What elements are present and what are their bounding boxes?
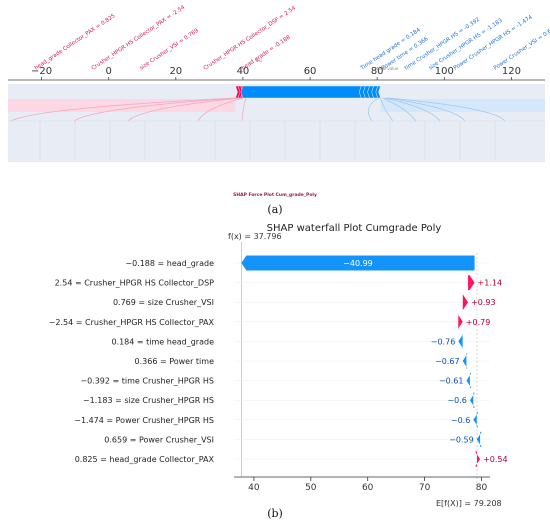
waterfall-value-label: −0.76 — [431, 337, 456, 346]
force-output-label: f(x) — [256, 58, 263, 63]
force-negative-segment — [240, 85, 362, 99]
waterfall-plot-panel: SHAP waterfall Plot Cumgrade Poly f(x) = … — [0, 212, 550, 508]
force-plot-panel: −20 0 20 40 60 80 100 120 head_grade Collector_P… — [0, 0, 550, 200]
waterfall-feature-label: 0.825 = head_grade Collector_PAX — [75, 455, 215, 464]
force-positive-connector — [197, 97, 244, 122]
waterfall-negative-bar — [458, 333, 464, 349]
force-tick-label: 40 — [237, 66, 250, 77]
force-plot-title: SHAP Force Plot Cum_grade_Poly — [233, 192, 317, 198]
waterfall-feature-label: 0.769 = size Crusher_VSI — [113, 298, 214, 307]
force-negative-connector — [384, 97, 441, 122]
waterfall-feature-label: 0.366 = Power time — [135, 357, 215, 366]
waterfall-tick-label: 70 — [419, 483, 431, 493]
waterfall-negative-bar — [476, 431, 482, 447]
force-tick-label: −20 — [31, 66, 52, 77]
waterfall-negative-bar — [469, 392, 475, 408]
waterfall-positive-bar — [468, 275, 475, 291]
waterfall-value-label: −0.6 — [451, 416, 470, 425]
caption-b: (b) — [267, 507, 283, 520]
force-base-value-label: base value — [377, 66, 399, 71]
waterfall-feature-label: −1.474 = Power Crusher_HPGR HS — [74, 416, 214, 425]
waterfall-negative-bar — [462, 353, 468, 369]
force-tick-label: 120 — [502, 66, 521, 77]
waterfall-fx-label: f(x) = 37.796 — [228, 232, 282, 241]
force-positive-connector — [10, 97, 236, 122]
force-positive-spread — [8, 99, 236, 112]
waterfall-value-label: +0.93 — [471, 298, 496, 307]
waterfall-positive-bar — [462, 294, 469, 310]
waterfall-tick-label: 40 — [248, 483, 260, 493]
waterfall-positive-bar — [457, 314, 463, 330]
waterfall-feature-label: −0.188 = head_grade — [125, 259, 214, 268]
waterfall-value-label: +0.54 — [483, 455, 508, 464]
force-tick-label: 100 — [435, 66, 454, 77]
force-positive-connector — [127, 97, 241, 122]
caption-a: (a) — [267, 203, 283, 216]
force-positive-connector — [73, 97, 239, 122]
force-negative-connector — [382, 97, 417, 122]
waterfall-feature-label: −2.54 = Crusher_HPGR HS Collector_PAX — [49, 318, 215, 327]
force-positive-feature-label: Crusher_HPGR HS Collector_PAX = -2.54 — [91, 4, 187, 71]
force-negative-connector — [380, 97, 394, 122]
waterfall-value-label: +1.14 — [478, 279, 503, 288]
waterfall-feature-label: −1.183 = size Crusher_HPGR HS — [83, 396, 214, 405]
waterfall-ex-label: E[f(X)] = 79.208 — [436, 499, 502, 508]
waterfall-value-label: −0.6 — [447, 396, 466, 405]
force-negative-connector — [388, 97, 506, 122]
force-tick-label: 80 — [371, 66, 384, 77]
waterfall-positive-bar — [475, 451, 481, 467]
waterfall-value-label: +0.79 — [466, 318, 491, 327]
waterfall-tick-label: 50 — [305, 483, 317, 493]
force-negative-connector — [386, 97, 466, 122]
force-positive-connector — [241, 97, 247, 122]
waterfall-value-label: −0.61 — [439, 377, 464, 386]
waterfall-tick-label: 80 — [476, 483, 488, 493]
waterfall-negative-bar — [241, 255, 475, 271]
waterfall-tick-label: 60 — [362, 483, 374, 493]
waterfall-feature-label: −0.392 = time Crusher_HPGR HS — [80, 377, 214, 386]
force-tick-label: 0 — [106, 66, 112, 77]
force-tick-label: 20 — [169, 66, 182, 77]
waterfall-value-label: −40.99 — [343, 259, 373, 268]
force-tick-label: 60 — [304, 66, 317, 77]
waterfall-negative-bar — [473, 412, 479, 428]
waterfall-feature-label: 2.54 = Crusher_HPGR HS Collector_DSP — [55, 279, 215, 288]
waterfall-value-label: −0.59 — [449, 435, 474, 444]
force-negative-connector — [367, 97, 379, 122]
force-negative-feature-label: Power Crusher_VSI = 0.659 — [493, 24, 550, 71]
waterfall-feature-label: 0.184 = time head_grade — [111, 337, 214, 346]
waterfall-feature-label: 0.659 = Power Crusher_VSI — [104, 435, 214, 444]
waterfall-title: SHAP waterfall Plot Cumgrade Poly — [267, 223, 442, 234]
waterfall-value-label: −0.67 — [435, 357, 460, 366]
waterfall-negative-bar — [466, 373, 472, 389]
